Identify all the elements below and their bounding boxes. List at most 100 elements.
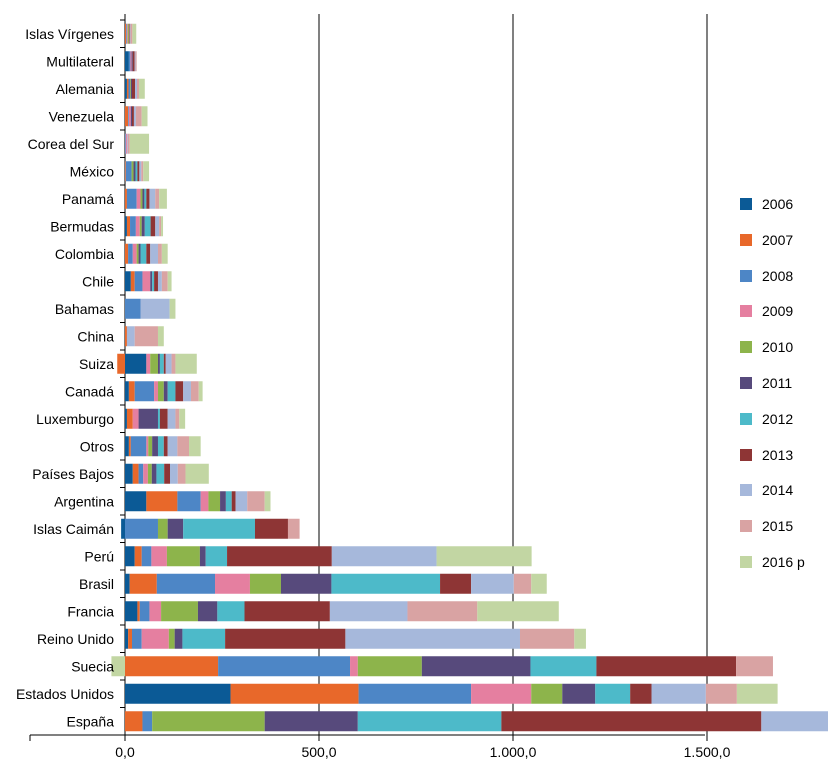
x-tick-label: 0,0 [115, 744, 135, 760]
bar-segment [218, 656, 351, 677]
category-label: Francia [67, 603, 114, 619]
bar-segment [111, 656, 125, 677]
bar-segment [185, 463, 209, 484]
bar-segment [159, 216, 162, 237]
category-label: Islas Vírgenes [25, 26, 114, 42]
category-label: Multilateral [46, 53, 114, 69]
legend-swatch [740, 556, 752, 568]
bar-segment [133, 161, 136, 182]
bar-segment [142, 711, 153, 732]
bar-segment [128, 23, 130, 44]
bar-segment [169, 298, 176, 319]
legend-label: 2008 [762, 267, 794, 284]
bar-segment [135, 106, 142, 127]
bar-segment [331, 573, 441, 594]
bar-segment [125, 518, 158, 539]
bar-segment [144, 188, 147, 209]
category-label: Otros [80, 438, 114, 454]
bar-segment [147, 463, 152, 484]
bar-segment [134, 381, 155, 402]
bar-segment [407, 601, 478, 622]
bar-segment [146, 436, 149, 457]
legend-item: 2014 [740, 482, 793, 498]
bar-segment [736, 683, 778, 704]
bar-segment [264, 491, 271, 512]
bar-segment [128, 436, 131, 457]
bar-segment [127, 23, 129, 44]
category-label: Alemania [56, 81, 115, 97]
bar-segment [130, 436, 147, 457]
bar-segment [131, 106, 134, 127]
bar-segment [126, 133, 128, 154]
bar-segment [132, 463, 139, 484]
bar-segment [440, 573, 472, 594]
bar-segment [651, 683, 706, 704]
legend-label: 2013 [762, 446, 794, 463]
bar-segment [157, 381, 164, 402]
bar-segment [125, 216, 127, 237]
bar-segment [163, 353, 166, 374]
bar-segment [183, 518, 255, 539]
bar-segment [350, 656, 358, 677]
bar-segment [146, 353, 151, 374]
bar-segment [139, 216, 142, 237]
bar-segment [736, 656, 773, 677]
bar-segment [125, 546, 135, 567]
category-label: Argentina [54, 493, 114, 509]
bar-segment [131, 51, 133, 72]
bar-segment [168, 628, 175, 649]
bar-segment [562, 683, 596, 704]
bar-segment [761, 711, 828, 732]
bar-segment [357, 656, 422, 677]
bar-segment [157, 353, 160, 374]
bar-segment [149, 601, 162, 622]
legend-item: 2011 [740, 375, 792, 391]
bar-segment [235, 491, 248, 512]
category-label: Chile [82, 273, 114, 289]
legend-item: 2008 [740, 268, 793, 284]
category-label: Estados Unidos [16, 686, 114, 702]
bar-segment [135, 161, 138, 182]
bar-segment [156, 573, 216, 594]
bar-segment [150, 216, 156, 237]
bar-segment [331, 546, 437, 567]
category-label: Colombia [55, 246, 114, 262]
bar-segment [125, 78, 127, 99]
legend-label: 2007 [762, 231, 794, 248]
x-tick-label: 1.000,0 [490, 744, 537, 760]
bar-segment [125, 326, 127, 347]
bar-segment [225, 628, 346, 649]
bar-segment [155, 188, 160, 209]
bar-segment [175, 353, 197, 374]
legend-swatch [740, 305, 752, 318]
bar-segment [131, 161, 134, 182]
bar-segment [143, 463, 148, 484]
bar-segment [421, 656, 531, 677]
bar-segment [125, 353, 147, 374]
bar-segment [199, 546, 206, 567]
bar-segment [152, 436, 158, 457]
bar-segment [197, 601, 218, 622]
bar-segment [358, 683, 472, 704]
bar-segment [329, 601, 408, 622]
bar-segment [471, 683, 532, 704]
bar-segment [137, 161, 140, 182]
bar-segment [128, 628, 132, 649]
bar-segment [531, 683, 563, 704]
bar-segment [130, 51, 132, 72]
bar-segment [125, 243, 129, 264]
bar-segment [138, 463, 144, 484]
bar-segment [163, 436, 168, 457]
bar-segment [167, 518, 184, 539]
bar-segment [129, 573, 157, 594]
bar-segment [230, 683, 359, 704]
category-label: Canadá [65, 383, 114, 399]
bar-segment [151, 546, 167, 567]
category-label: México [70, 163, 115, 179]
bar-segment [141, 628, 169, 649]
category-label: Islas Caimán [33, 521, 114, 537]
bar-segment [125, 271, 131, 292]
bar-segment [705, 683, 737, 704]
bar-segment [595, 683, 631, 704]
bar-segment [125, 133, 126, 154]
